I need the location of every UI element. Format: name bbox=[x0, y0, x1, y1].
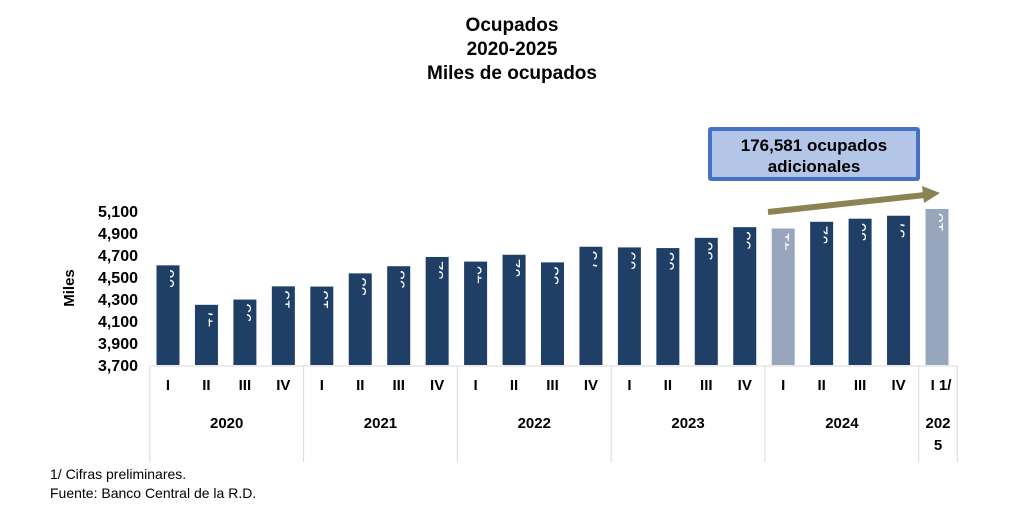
bar bbox=[848, 218, 872, 365]
bar bbox=[387, 266, 411, 365]
x-year-label: 2022 bbox=[518, 415, 551, 432]
y-tick-label: 4,300 bbox=[98, 292, 138, 309]
bar-value-label: 4,598 bbox=[390, 270, 409, 313]
x-year-label: 202 bbox=[925, 415, 950, 432]
bar-value-label: 4,415 bbox=[274, 290, 293, 333]
y-tick-label: 5,100 bbox=[98, 204, 138, 221]
annotation-line1: 176,581 ocupados bbox=[740, 136, 888, 155]
bar-value-label: 5,057 bbox=[890, 220, 909, 263]
y-tick-label: 4,100 bbox=[98, 314, 138, 331]
bar bbox=[502, 254, 526, 365]
bar-value-label: 4,413 bbox=[313, 291, 332, 334]
bar bbox=[541, 262, 564, 365]
x-quarter-label: I bbox=[320, 377, 324, 394]
footnote-source: Fuente: Banco Central de la R.D. bbox=[50, 485, 257, 501]
trend-arrow-shaft bbox=[767, 192, 926, 215]
bar bbox=[694, 237, 718, 365]
x-year-label: 2023 bbox=[671, 415, 704, 432]
annotation-line2: adicionales bbox=[767, 157, 861, 176]
x-quarter-label: IV bbox=[891, 377, 905, 394]
bar bbox=[194, 304, 218, 365]
bar bbox=[733, 227, 757, 365]
bar-value-label: 4,953 bbox=[736, 231, 755, 274]
bar bbox=[925, 209, 949, 365]
bar-value-label: 4,533 bbox=[351, 277, 370, 320]
y-tick-label: 3,900 bbox=[98, 336, 138, 353]
x-quarter-label: I 1/ bbox=[931, 377, 953, 394]
bar bbox=[579, 246, 603, 365]
bar-value-label: 5,118 bbox=[928, 213, 947, 254]
bar bbox=[771, 228, 795, 365]
x-quarter-label: II bbox=[202, 377, 210, 394]
bar bbox=[233, 299, 257, 365]
bar bbox=[348, 273, 372, 365]
x-quarter-label: II bbox=[817, 377, 825, 394]
trend-arrow-head bbox=[922, 186, 940, 203]
x-quarter-label: III bbox=[239, 377, 252, 394]
bar-value-label: 4,633 bbox=[544, 266, 563, 309]
bar bbox=[271, 286, 295, 365]
bar bbox=[464, 261, 488, 365]
x-quarter-label: II bbox=[510, 377, 518, 394]
bar-value-label: 4,941 bbox=[774, 232, 793, 275]
x-quarter-label: I bbox=[627, 377, 631, 394]
bar bbox=[656, 248, 680, 365]
x-quarter-label: II bbox=[664, 377, 672, 394]
y-axis-label: Miles bbox=[61, 269, 78, 307]
bar bbox=[617, 247, 641, 365]
x-quarter-label: I bbox=[474, 377, 478, 394]
bar bbox=[156, 265, 180, 365]
bar-value-label: 5,002 bbox=[813, 226, 832, 269]
bar-value-label: 4,640 bbox=[467, 266, 486, 309]
x-quarter-label: II bbox=[356, 377, 364, 394]
bar-value-label: 4,247 bbox=[197, 309, 216, 352]
footnote-preliminary: 1/ Cifras preliminares. bbox=[50, 466, 187, 482]
y-tick-label: 4,700 bbox=[98, 248, 138, 265]
x-quarter-label: I bbox=[166, 377, 170, 394]
bar-value-label: 4,769 bbox=[620, 251, 639, 294]
y-tick-label: 4,900 bbox=[98, 226, 138, 243]
annotation-box: 176,581 ocupados adicionales bbox=[708, 127, 920, 181]
bar-value-label: 4,606 bbox=[159, 269, 178, 312]
bar-value-label: 4,856 bbox=[697, 242, 716, 285]
x-quarter-label: III bbox=[700, 377, 713, 394]
x-year-label: 2020 bbox=[210, 415, 243, 432]
bar-value-label: 4,702 bbox=[505, 259, 524, 302]
bar-value-label: 4,775 bbox=[582, 251, 601, 294]
x-quarter-label: IV bbox=[430, 377, 444, 394]
bar bbox=[810, 221, 834, 365]
bar bbox=[310, 286, 334, 365]
x-quarter-label: III bbox=[546, 377, 559, 394]
chart-subtitle-units: Miles de ocupados bbox=[427, 63, 597, 84]
bar-value-label: 4,295 bbox=[236, 304, 255, 347]
x-quarter-label: III bbox=[854, 377, 867, 394]
x-quarter-label: IV bbox=[276, 377, 290, 394]
x-quarter-label: IV bbox=[738, 377, 752, 394]
y-tick-label: 3,700 bbox=[98, 358, 138, 375]
x-quarter-label: I bbox=[781, 377, 785, 394]
chart-title: Ocupados bbox=[465, 15, 559, 36]
bar-value-label: 4,763 bbox=[659, 252, 678, 295]
bar bbox=[425, 256, 449, 365]
chart-subtitle-years: 2020-2025 bbox=[466, 39, 558, 60]
bar-value-label: 4,682 bbox=[428, 261, 447, 304]
x-year-label: 2024 bbox=[825, 415, 859, 432]
x-quarter-label: IV bbox=[584, 377, 598, 394]
bar bbox=[887, 215, 911, 365]
x-year-label: 2021 bbox=[364, 415, 397, 432]
x-quarter-label: III bbox=[392, 377, 405, 394]
x-year-label: 5 bbox=[934, 437, 942, 454]
y-tick-label: 4,500 bbox=[98, 270, 138, 287]
bar-value-label: 5,030 bbox=[851, 223, 870, 266]
